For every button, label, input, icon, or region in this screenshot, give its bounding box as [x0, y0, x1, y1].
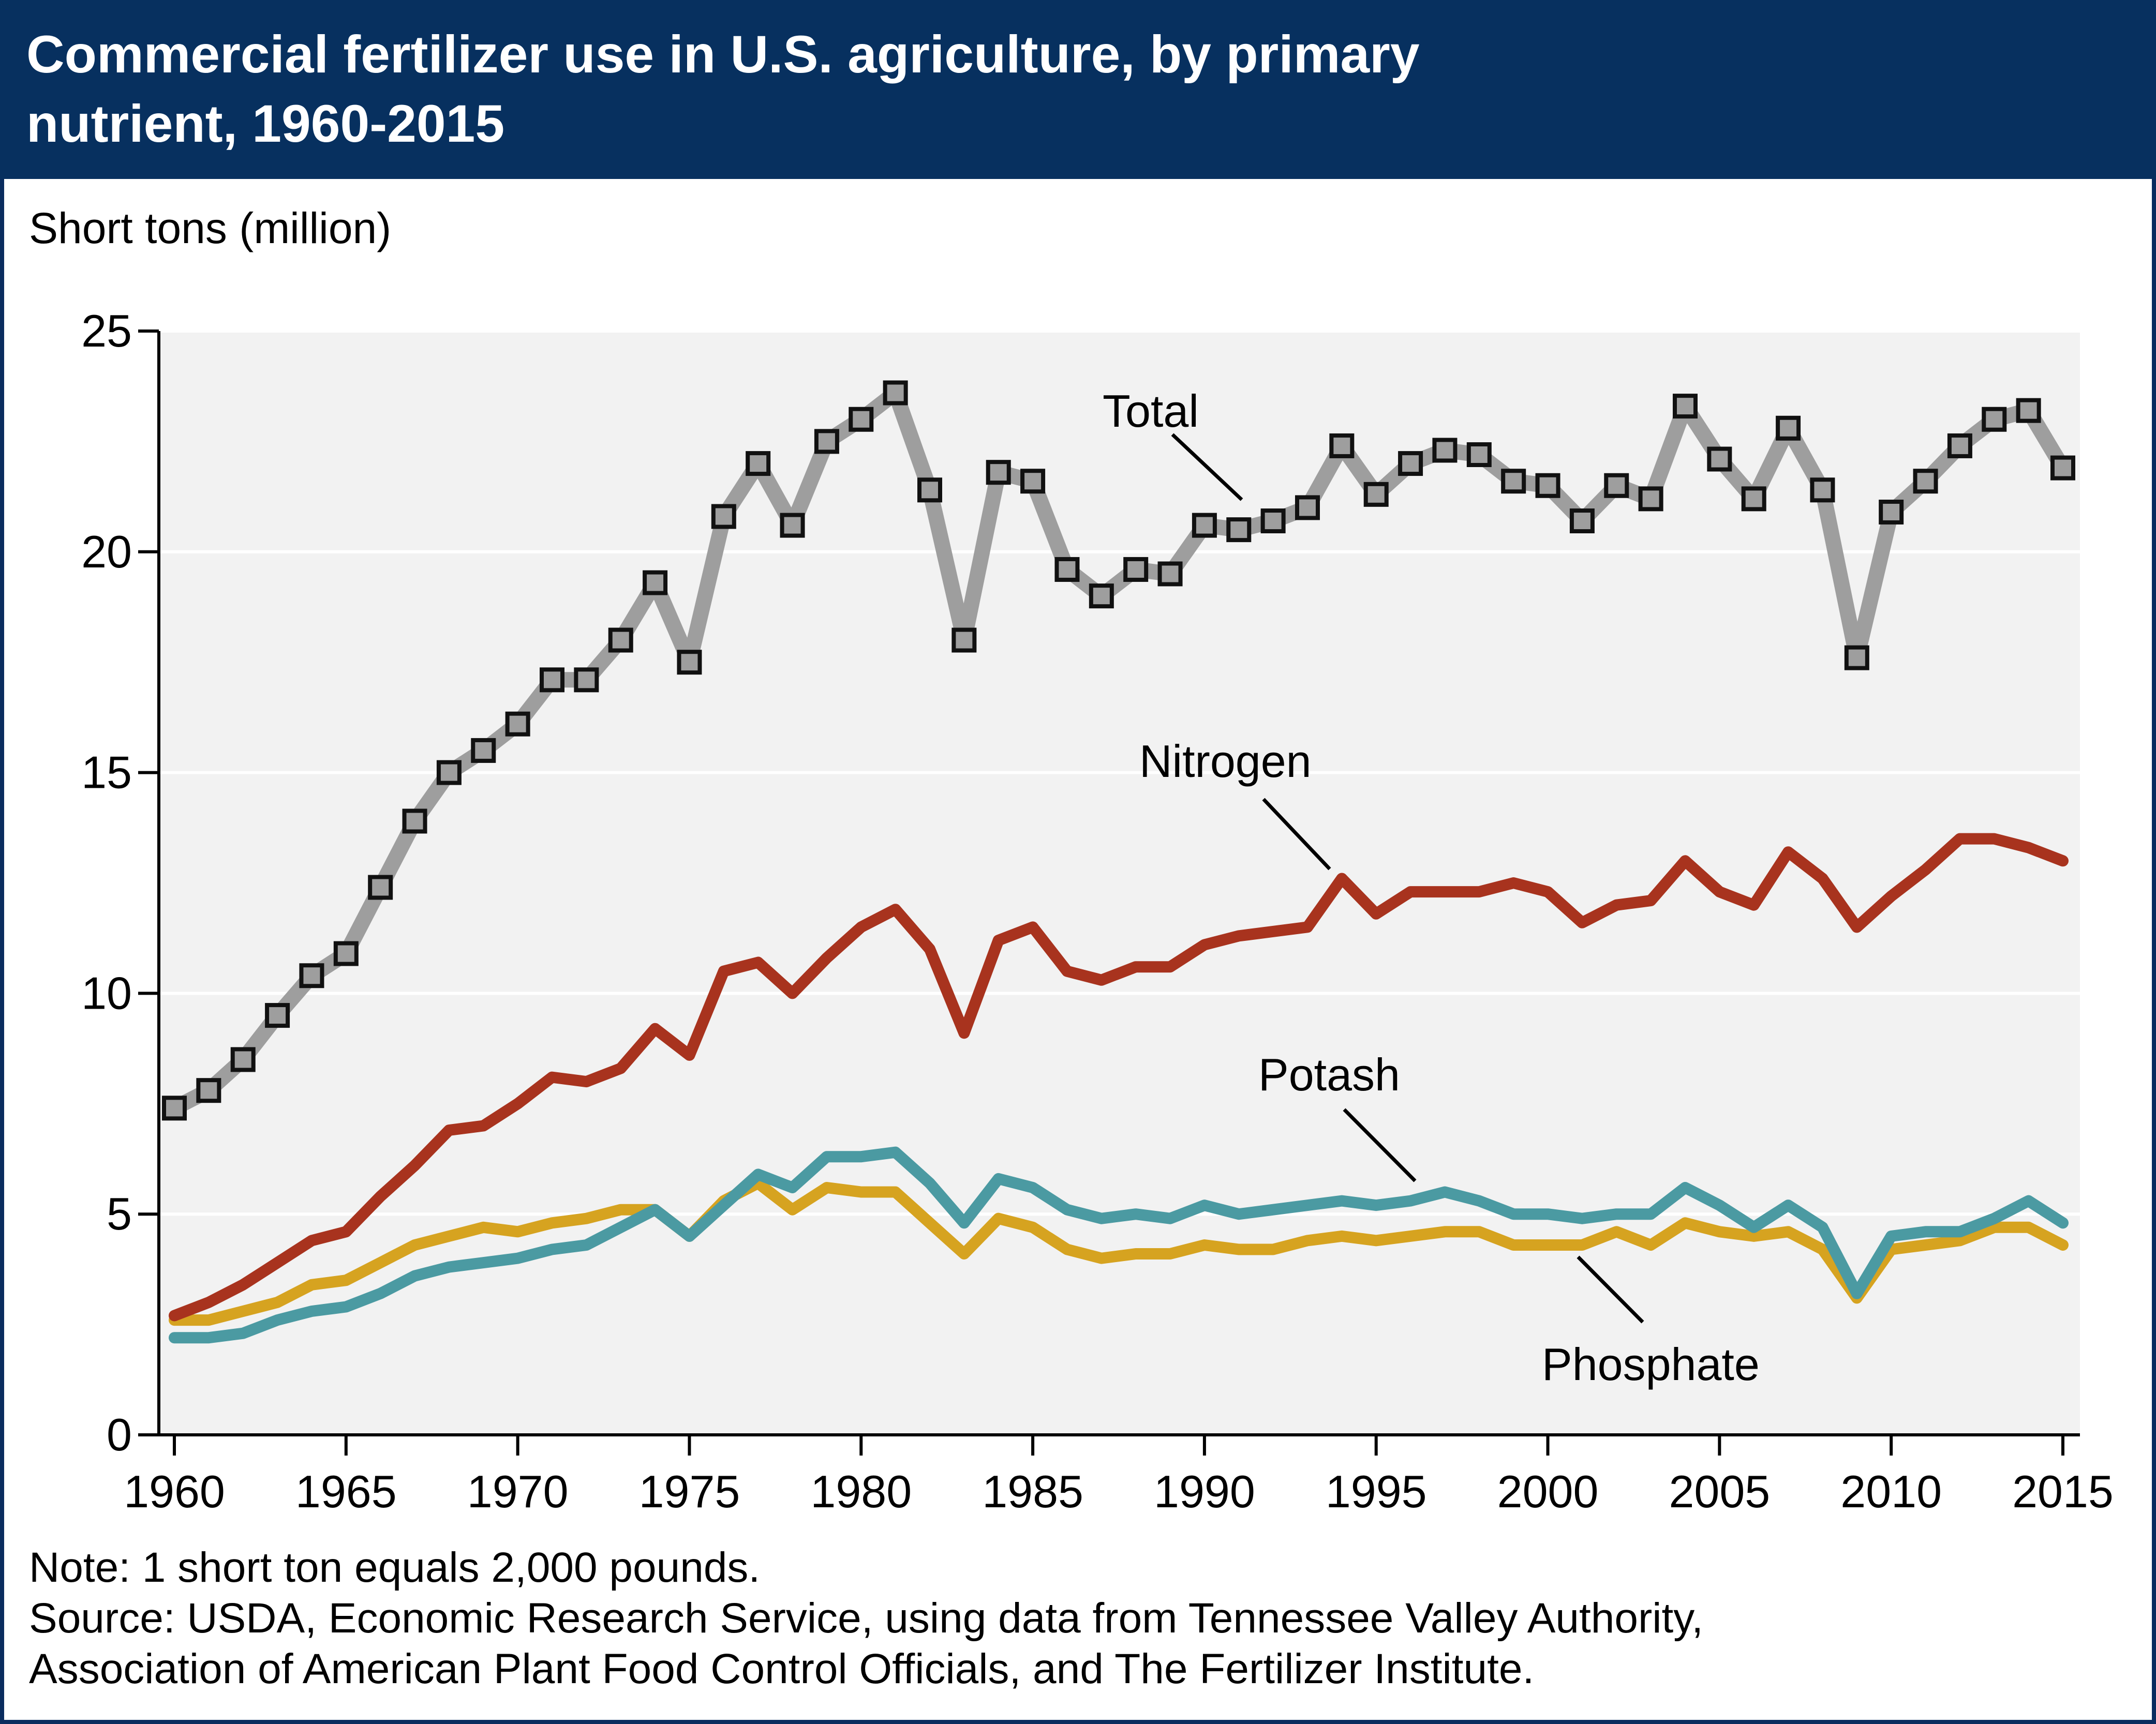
phosphate-leader-line	[1577, 1255, 1644, 1324]
series-label-phosphate: Phosphate	[1542, 1339, 1760, 1390]
chart-title: Commercial fertilizer use in U.S. agricu…	[26, 25, 1420, 153]
total-marker	[436, 760, 462, 785]
total-marker	[1466, 442, 1492, 468]
total-marker	[402, 808, 427, 834]
total-marker	[711, 504, 736, 529]
total-marker	[471, 738, 496, 763]
axes: 0 5 10 15 20 25 1960 1965 1970 1975 1980 1985 1990 19…	[81, 305, 2114, 1517]
y-axis-label: Short tons (million)	[29, 204, 391, 252]
total-marker	[230, 1047, 256, 1072]
total-marker	[1260, 508, 1286, 534]
nitrogen-leader-line	[1262, 798, 1331, 871]
source-text-line-2: Association of American Plant Food Contr…	[29, 1645, 1535, 1692]
total-marker	[265, 1003, 290, 1028]
source-text-line-1: Source: USDA, Economic Research Service,…	[29, 1595, 1703, 1642]
total-marker	[1329, 433, 1355, 458]
total-marker	[162, 1096, 187, 1121]
y-tick-label: 0	[107, 1409, 132, 1460]
total-marker	[1844, 645, 1869, 670]
total-marker	[2016, 398, 2041, 423]
total-marker	[849, 407, 874, 432]
x-tick-label: 1985	[982, 1466, 1083, 1517]
total-marker	[917, 477, 942, 503]
total-marker	[1707, 446, 1732, 472]
x-tick-label: 2005	[1669, 1466, 1770, 1517]
total-marker	[677, 650, 702, 675]
y-tick-label: 15	[81, 747, 132, 798]
potash-leader-line	[1343, 1108, 1417, 1182]
total-marker	[299, 963, 324, 988]
total-marker	[1947, 433, 1972, 458]
series-line-potash	[169, 1146, 2069, 1344]
total-marker	[368, 875, 393, 900]
total-marker	[1295, 495, 1320, 520]
x-tick-label: 1990	[1154, 1466, 1255, 1517]
total-marker	[1879, 499, 1904, 524]
total-marker	[608, 627, 633, 653]
total-marker	[746, 451, 771, 476]
total-marker	[1123, 557, 1149, 582]
series-label-potash: Potash	[1258, 1049, 1400, 1100]
series-label-total: Total	[1103, 385, 1199, 437]
total-marker	[1638, 486, 1663, 512]
x-tick-label: 1970	[467, 1466, 569, 1517]
total-marker	[2050, 455, 2075, 481]
total-marker	[814, 429, 839, 454]
total-marker	[1157, 561, 1183, 587]
total-marker	[1741, 486, 1766, 512]
total-marker	[1501, 469, 1526, 494]
total-marker	[1535, 473, 1560, 498]
x-tick-label: 2015	[2012, 1466, 2114, 1517]
total-markers	[162, 380, 2075, 1121]
total-marker	[1089, 583, 1114, 609]
total-marker	[1432, 438, 1458, 463]
total-marker	[1226, 517, 1252, 543]
total-marker	[883, 380, 908, 406]
title-bar: Commercial fertilizer use in U.S. agricu…	[0, 0, 2156, 179]
series-line-nitrogen	[169, 833, 2069, 1322]
total-marker	[1982, 407, 2007, 432]
note-text: Note: 1 short ton equals 2,000 pounds.	[29, 1544, 761, 1591]
x-tick-label: 1975	[639, 1466, 740, 1517]
x-tick-label: 1995	[1326, 1466, 1427, 1517]
total-marker	[540, 667, 564, 693]
total-marker	[643, 570, 668, 595]
y-tick-label: 25	[81, 305, 132, 356]
total-marker	[1054, 557, 1080, 582]
total-marker	[505, 711, 530, 737]
total-marker	[1810, 477, 1835, 503]
total-marker	[1776, 415, 1801, 441]
total-marker	[196, 1078, 221, 1103]
total-marker	[1020, 469, 1046, 494]
y-tick-label: 20	[81, 526, 132, 577]
total-leader-line	[1171, 433, 1243, 501]
total-marker	[780, 513, 805, 538]
total-marker	[1569, 508, 1595, 534]
y-tick-label: 10	[81, 967, 132, 1018]
x-tick-label: 1965	[295, 1466, 397, 1517]
footer-notes: Note: 1 short ton equals 2,000 pounds. S…	[29, 1542, 2140, 1695]
total-marker	[986, 460, 1011, 485]
total-marker	[951, 627, 977, 653]
total-marker	[1604, 473, 1629, 498]
series-line-phosphate	[169, 1177, 2069, 1326]
x-tick-label: 1980	[810, 1466, 912, 1517]
total-marker	[1913, 469, 1938, 494]
total-marker	[574, 667, 599, 693]
total-marker	[1192, 513, 1217, 538]
series-labels: Total Nitrogen Potash Phosphate	[1103, 385, 1760, 1390]
x-tick-label: 2000	[1497, 1466, 1599, 1517]
total-marker	[333, 941, 359, 966]
series-label-nitrogen: Nitrogen	[1139, 736, 1312, 787]
x-tick-label: 2010	[1840, 1466, 1942, 1517]
y-tick-label: 5	[107, 1188, 132, 1239]
x-tick-label: 1960	[124, 1466, 225, 1517]
total-marker	[1673, 394, 1698, 419]
total-marker	[1363, 482, 1389, 507]
total-marker	[1398, 451, 1423, 476]
